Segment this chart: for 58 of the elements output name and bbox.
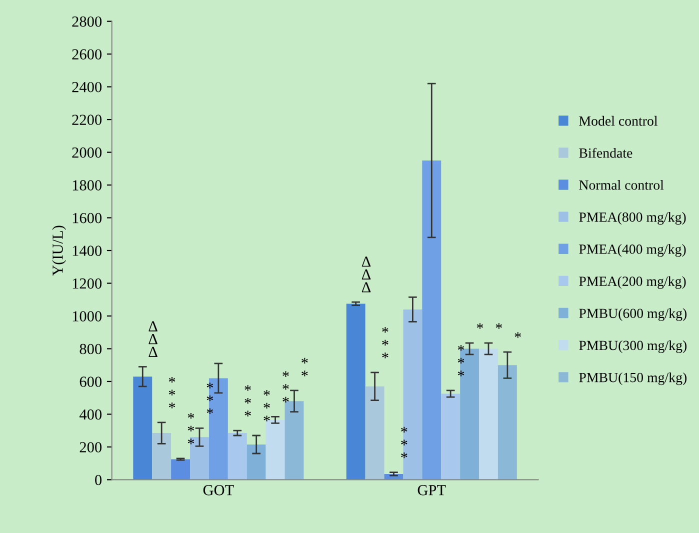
y-tick-label: 1000: [72, 311, 102, 322]
y-tick-label: 1400: [72, 246, 102, 256]
data-label: ***: [264, 390, 270, 422]
legend-label: PMEA(400 mg/kg): [579, 244, 686, 257]
y-tick-label: 2200: [72, 114, 102, 125]
bar: [346, 304, 366, 480]
bar: [365, 386, 384, 480]
data-label: ***: [458, 345, 464, 376]
y-tick-label: 0: [95, 474, 102, 486]
y-tick-label: 2600: [72, 49, 102, 60]
data-label: ***: [282, 371, 289, 402]
y-tick-label: 2000: [72, 147, 102, 158]
bar: [284, 401, 304, 480]
y-tick-label: 400: [80, 409, 102, 420]
data-label: *: [476, 323, 484, 329]
bar: [208, 378, 228, 480]
legend-label: Model control: [579, 116, 658, 126]
data-label: ***: [244, 385, 251, 416]
legend-label: Bifendate: [579, 148, 632, 158]
legend-label: PMBU(150 mg/kg): [579, 372, 687, 386]
x-tick-label: GOT: [203, 485, 234, 496]
bar: [422, 160, 442, 480]
data-label: *: [514, 332, 521, 338]
bar: [403, 309, 422, 480]
bar: [246, 444, 266, 480]
y-tick-label: 2800: [72, 16, 102, 27]
y-tick-label: 1600: [72, 212, 102, 224]
legend-label: PMEA(800 mg/kg): [579, 212, 686, 225]
y-tick-label: 2400: [72, 82, 102, 92]
data-label: *: [496, 323, 502, 329]
data-label: ΔΔΔ: [148, 321, 158, 357]
legend-label: PMBU(600 mg/kg): [579, 308, 687, 321]
legend-label: Normal control: [579, 180, 664, 190]
y-tick-label: 600: [80, 376, 102, 387]
data-label: ***: [206, 382, 213, 414]
bar: [266, 420, 285, 480]
data-label: **: [302, 358, 308, 376]
data-label: ***: [382, 327, 388, 358]
data-label: ΔΔΔ: [362, 256, 371, 292]
bar: [171, 459, 190, 480]
bar: [441, 394, 460, 480]
y-tick-label: 1800: [72, 180, 102, 190]
y-axis-title: Y(IU/L): [52, 226, 66, 276]
bar: [498, 365, 517, 480]
y-tick-label: 800: [80, 344, 102, 354]
bar: [228, 433, 247, 480]
bar: [152, 433, 172, 480]
x-tick-label: GPT: [418, 485, 446, 496]
data-label: ***: [188, 413, 194, 444]
data-label: ***: [401, 426, 408, 458]
legend-label: PMBU(300 mg/kg): [579, 340, 687, 354]
y-tick-label: 1200: [72, 278, 102, 289]
bar: [479, 348, 498, 480]
bar: [190, 437, 209, 480]
y-tick-label: 200: [80, 442, 102, 452]
bar: [133, 376, 152, 480]
data-label: ***: [168, 377, 176, 408]
legend-label: PMEA(200 mg/kg): [579, 276, 686, 289]
